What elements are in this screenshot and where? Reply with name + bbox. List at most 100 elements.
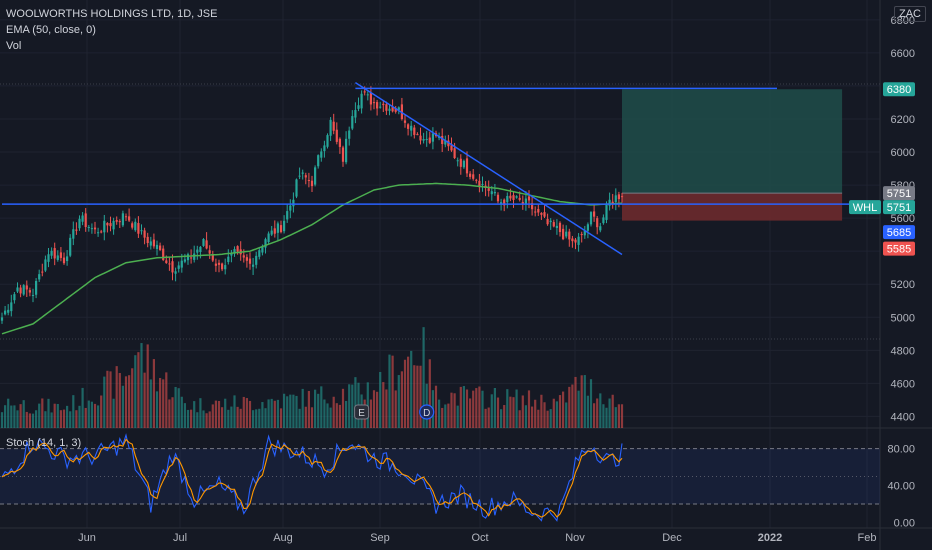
candle-body bbox=[44, 259, 47, 271]
candle-body bbox=[469, 173, 472, 177]
volume-bar bbox=[13, 405, 16, 428]
volume-bar bbox=[289, 394, 292, 428]
price-tick-label: 4800 bbox=[891, 345, 915, 357]
candle-body bbox=[56, 255, 59, 260]
time-tick-label: Dec bbox=[662, 532, 682, 544]
earnings-marker-label: E bbox=[358, 408, 365, 419]
candle-body bbox=[205, 240, 208, 249]
candle-body bbox=[496, 194, 500, 202]
candle-body bbox=[453, 148, 456, 159]
volume-bar bbox=[202, 410, 205, 428]
candle-body bbox=[465, 158, 469, 174]
stoch-legend[interactable]: Stoch (14, 1, 3) bbox=[6, 437, 82, 449]
ema-legend[interactable]: EMA (50, close, 0) bbox=[6, 24, 96, 36]
candle-body bbox=[255, 255, 258, 265]
candle-body bbox=[53, 248, 56, 259]
long-position-zone[interactable] bbox=[622, 89, 843, 221]
candle-body bbox=[456, 160, 459, 162]
volume-bar bbox=[304, 406, 307, 428]
volume-bar bbox=[354, 377, 357, 428]
volume-bar bbox=[484, 408, 487, 428]
volume-bar bbox=[574, 376, 577, 428]
volume-bar bbox=[453, 393, 456, 428]
candle-body bbox=[614, 195, 617, 203]
candle-body bbox=[431, 133, 434, 142]
candle-body bbox=[391, 107, 394, 112]
volume-bar bbox=[422, 327, 425, 428]
time-axis[interactable]: Jun Jul Aug Sep Oct Nov Dec 2022 Feb bbox=[78, 532, 876, 544]
volume-bar bbox=[549, 409, 552, 428]
candle-body bbox=[273, 228, 276, 234]
volume-bar bbox=[252, 410, 255, 428]
volume-bar bbox=[100, 395, 103, 428]
volume-bar bbox=[382, 382, 385, 428]
candle-body bbox=[180, 260, 183, 268]
drawings[interactable] bbox=[2, 81, 880, 256]
volume-bar bbox=[162, 379, 165, 428]
candle-body bbox=[81, 215, 84, 222]
candle-body bbox=[298, 175, 301, 177]
volume-bar bbox=[348, 384, 351, 428]
volume-bar bbox=[7, 398, 10, 428]
volume-bar bbox=[115, 366, 118, 428]
candle-body bbox=[137, 223, 140, 234]
currency-badge[interactable]: ZAC bbox=[894, 6, 926, 22]
volume-bar bbox=[596, 398, 599, 428]
volume-bar bbox=[273, 400, 276, 428]
candle-body bbox=[558, 222, 562, 233]
volume-bar bbox=[531, 406, 534, 428]
chart-title[interactable]: WOOLWORTHS HOLDINGS LTD, 1D, JSE bbox=[6, 8, 218, 20]
volume-bar bbox=[264, 408, 267, 428]
volume-legend[interactable]: Vol bbox=[6, 40, 22, 52]
candle-body bbox=[351, 116, 354, 129]
price-label-text: 5685 bbox=[887, 227, 911, 239]
volume-bar bbox=[38, 403, 41, 428]
volume-bar bbox=[537, 409, 540, 428]
candle-body bbox=[199, 246, 202, 252]
candle-body bbox=[190, 257, 193, 259]
volume-bar bbox=[543, 402, 546, 428]
time-tick-label: Oct bbox=[471, 532, 488, 544]
volume-bar bbox=[555, 401, 558, 428]
volume-bar bbox=[131, 368, 134, 428]
time-tick-label: Jul bbox=[173, 532, 187, 544]
volume-bar bbox=[171, 397, 174, 428]
volume-bar bbox=[527, 390, 531, 428]
candle-body bbox=[376, 102, 379, 109]
candle-body bbox=[425, 138, 428, 140]
candle-body bbox=[379, 106, 382, 108]
candle-body bbox=[177, 265, 180, 269]
candle-body bbox=[493, 191, 496, 194]
candle-body bbox=[338, 138, 341, 147]
candle-body bbox=[394, 108, 397, 112]
volume-bar bbox=[41, 398, 44, 428]
volume-bar bbox=[230, 406, 233, 428]
price-tick-label: 5600 bbox=[891, 213, 915, 225]
candle-body bbox=[562, 228, 565, 240]
stoch-tick-label: 40.00 bbox=[887, 481, 915, 493]
candle-body bbox=[295, 179, 298, 197]
volume-bar bbox=[419, 365, 422, 428]
candle-body bbox=[385, 104, 388, 111]
candle-body bbox=[462, 160, 465, 168]
candle-body bbox=[317, 155, 320, 167]
candle-body bbox=[128, 216, 131, 221]
trend-line bbox=[354, 81, 623, 256]
candle-body bbox=[103, 220, 106, 233]
volume-bar bbox=[332, 396, 335, 428]
price-tick-label: 6600 bbox=[891, 48, 915, 60]
candle-body bbox=[512, 195, 515, 200]
candle-body bbox=[543, 212, 546, 217]
volume-bar bbox=[385, 389, 388, 428]
candle-body bbox=[171, 261, 174, 273]
volume-bar bbox=[571, 384, 574, 428]
volume-bar bbox=[140, 343, 143, 428]
volume-bar bbox=[35, 410, 38, 428]
candle-body bbox=[518, 197, 521, 200]
candle-body bbox=[4, 310, 7, 315]
volume-bar bbox=[394, 390, 397, 428]
candle-body bbox=[186, 254, 190, 261]
